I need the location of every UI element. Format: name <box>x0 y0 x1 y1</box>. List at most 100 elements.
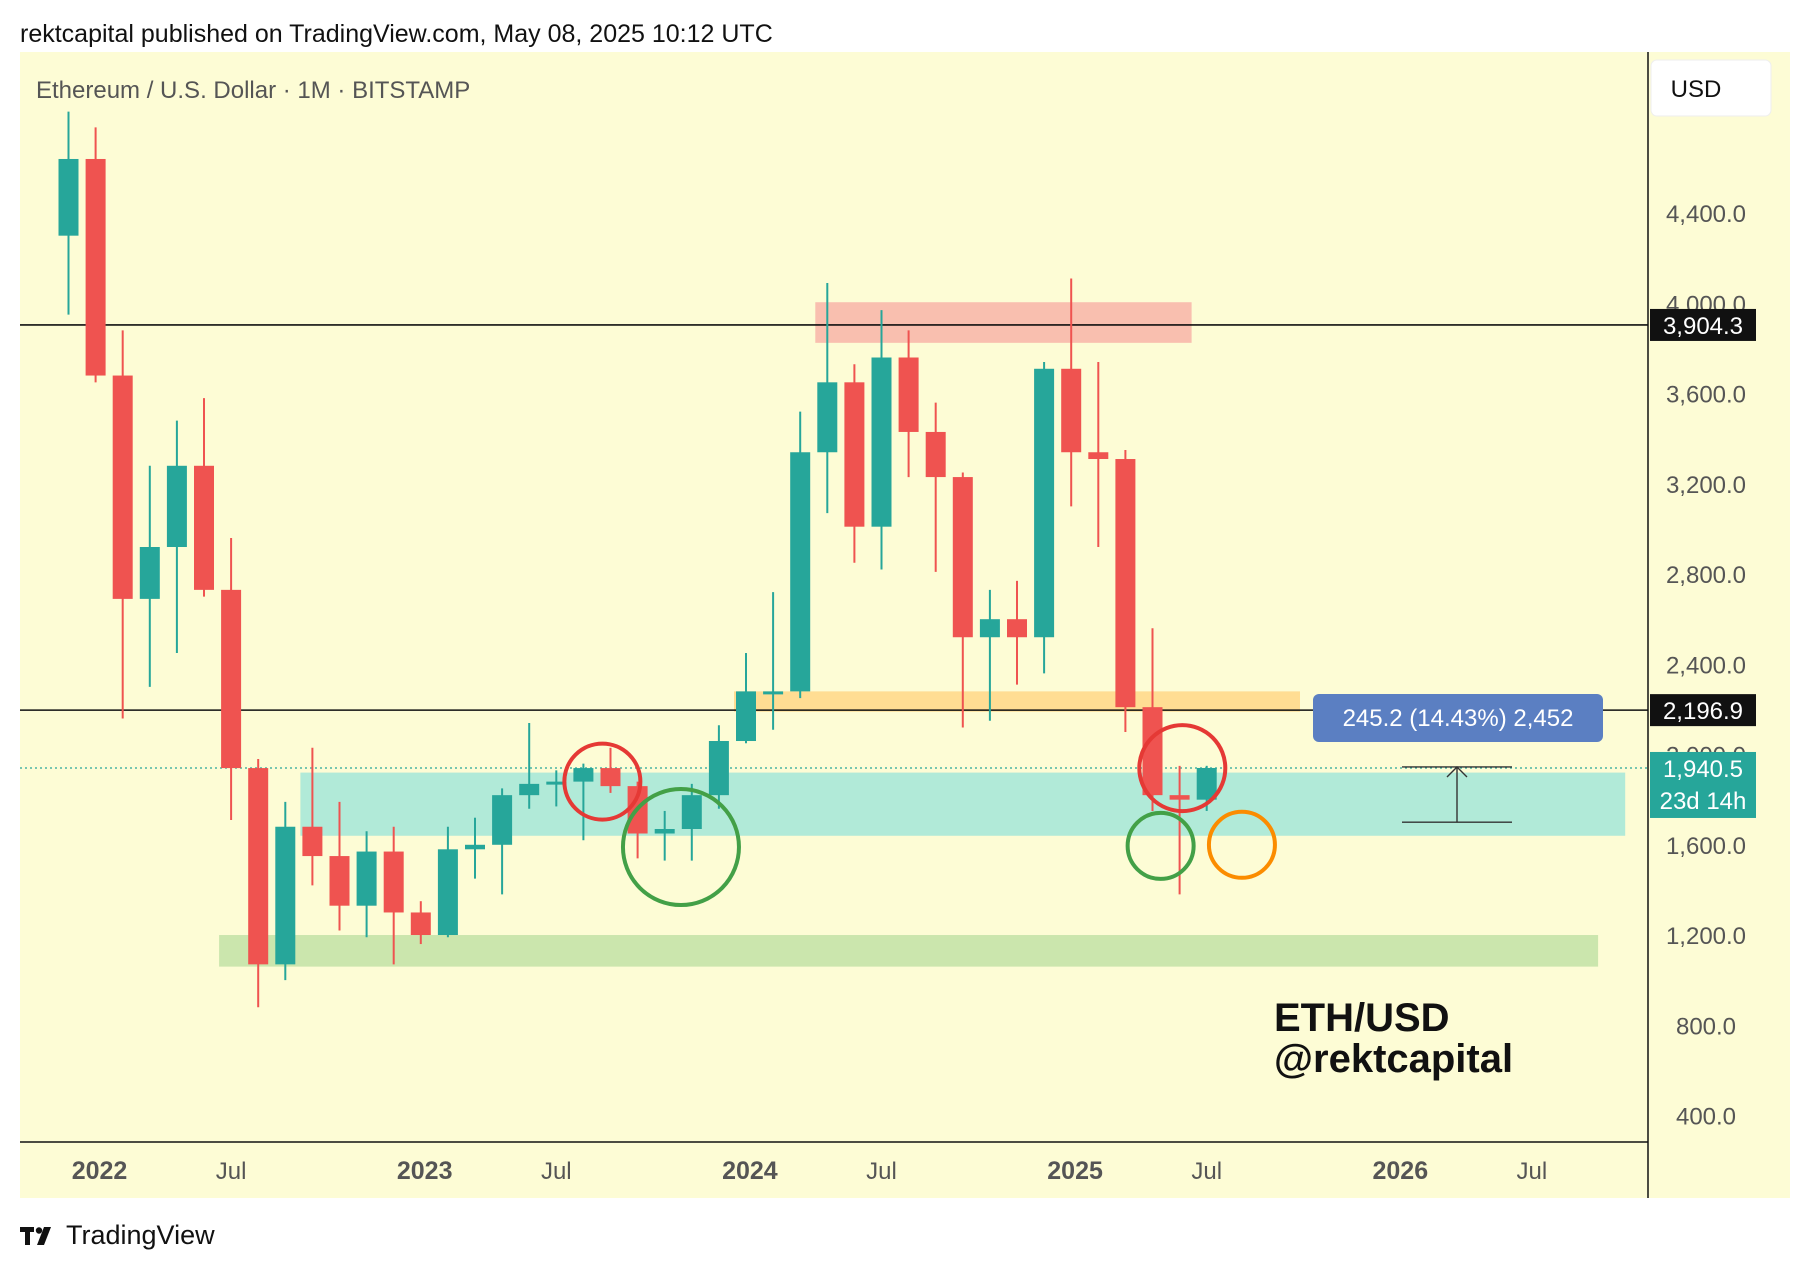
candle[interactable] <box>925 402 946 572</box>
candle[interactable] <box>708 725 729 809</box>
time-tick-label: 2025 <box>1047 1157 1103 1185</box>
price-tick-label: 1,600.0 <box>1666 833 1746 860</box>
candle[interactable] <box>465 817 485 879</box>
candle[interactable] <box>844 364 865 563</box>
price-tick-label: 2,800.0 <box>1666 562 1746 589</box>
candle[interactable] <box>871 310 892 570</box>
candle[interactable] <box>1034 362 1055 674</box>
candle[interactable] <box>681 783 702 861</box>
candle[interactable] <box>166 420 187 654</box>
price-tick-label: 1,200.0 <box>1666 923 1746 950</box>
zone-resistance <box>815 302 1192 343</box>
hline-price-tag <box>1650 694 1756 727</box>
zone-support <box>300 772 1626 836</box>
candle-body <box>546 781 567 785</box>
candle-body <box>952 477 973 638</box>
candle[interactable] <box>410 901 431 945</box>
candle[interactable] <box>356 831 377 938</box>
chart-svg[interactable]: 245.2 (14.43%) 2,452 400.0 800.0 1,200.0 1,… <box>0 0 1794 1210</box>
candle[interactable] <box>573 763 594 841</box>
candle-body <box>410 912 431 936</box>
candle[interactable] <box>492 788 513 895</box>
candle[interactable] <box>952 472 973 728</box>
candle-body <box>979 619 1000 638</box>
candle-body <box>1115 459 1136 708</box>
candle[interactable] <box>600 747 621 793</box>
candle[interactable] <box>1088 362 1109 547</box>
candle[interactable] <box>790 411 811 699</box>
time-tick-label: Jul <box>1517 1158 1548 1185</box>
candle[interactable] <box>248 759 269 1008</box>
candle[interactable] <box>1007 580 1027 685</box>
symbol-title: Ethereum / U.S. Dollar · 1M · BITSTAMP <box>36 77 470 104</box>
candle-body <box>1142 707 1163 796</box>
candle[interactable] <box>112 330 133 719</box>
candle-body <box>925 431 946 478</box>
candle[interactable] <box>817 283 838 514</box>
candle[interactable] <box>546 770 567 807</box>
candle[interactable] <box>763 592 784 730</box>
orange-circle <box>1206 809 1277 880</box>
candle[interactable] <box>654 810 675 861</box>
tradingview-footer[interactable]: TradingView <box>20 1220 215 1251</box>
time-tick-label: Jul <box>866 1158 897 1185</box>
price-tick-label: 400.0 <box>1676 1104 1736 1131</box>
green-circle-1 <box>620 787 741 908</box>
candle[interactable] <box>302 747 323 886</box>
candle-body <box>654 828 675 834</box>
candle-body <box>221 589 242 769</box>
candle-body <box>248 768 269 965</box>
current-price-tag <box>1650 751 1756 818</box>
candle-body <box>194 465 214 590</box>
candle[interactable] <box>85 127 106 383</box>
candle[interactable] <box>221 537 242 820</box>
plot-background <box>20 52 1648 1142</box>
red-circle-1 <box>562 741 643 822</box>
tradingview-brand: TradingView <box>66 1220 215 1250</box>
measure-label: 245.2 (14.43%) 2,452 <box>1343 705 1574 732</box>
candle-body <box>492 795 513 845</box>
candle-body <box>898 357 919 432</box>
candle[interactable] <box>898 330 919 478</box>
candle-body <box>1196 767 1217 800</box>
candle-body <box>790 452 811 692</box>
candle[interactable] <box>1061 278 1082 507</box>
price-tick-label: 3,600.0 <box>1666 382 1746 409</box>
candle-body <box>763 691 784 695</box>
candle-body <box>275 826 296 965</box>
candle-body <box>519 783 540 796</box>
time-tick-label: Jul <box>216 1158 247 1185</box>
candle-body <box>844 382 865 527</box>
currency-button[interactable] <box>1650 59 1772 117</box>
candle-body <box>356 851 377 906</box>
candle-body <box>139 547 160 599</box>
measure-label-box[interactable] <box>1313 694 1603 742</box>
candle[interactable] <box>519 722 540 809</box>
publish-header: rektcapital published on TradingView.com… <box>20 20 773 48</box>
candle[interactable] <box>194 398 214 597</box>
candle-body <box>1007 619 1027 638</box>
candle-body <box>329 856 350 906</box>
candle[interactable] <box>437 826 458 938</box>
watermark-line1: ETH/USD <box>1274 996 1450 1040</box>
countdown-label: 23d 14h <box>1660 788 1747 815</box>
candle[interactable] <box>383 826 404 965</box>
price-tick-label: 3,200.0 <box>1666 472 1746 499</box>
measure-arrow-icon <box>1446 765 1468 778</box>
candle-body <box>1169 795 1190 800</box>
candle[interactable] <box>1142 628 1163 811</box>
zone-low <box>219 935 1599 967</box>
time-tick-label: 2024 <box>722 1157 778 1185</box>
candle[interactable] <box>1115 449 1136 732</box>
candle[interactable] <box>275 801 296 981</box>
time-tick-label: Jul <box>541 1158 572 1185</box>
candle[interactable] <box>736 653 756 744</box>
candle[interactable] <box>329 801 350 931</box>
red-circle-2 <box>1137 723 1228 814</box>
candle[interactable] <box>58 111 79 315</box>
candle-body <box>1088 452 1109 460</box>
candle-body <box>85 158 106 376</box>
time-tick-label: 2026 <box>1372 1157 1428 1185</box>
candle[interactable] <box>979 589 1000 721</box>
candle[interactable] <box>139 465 160 687</box>
